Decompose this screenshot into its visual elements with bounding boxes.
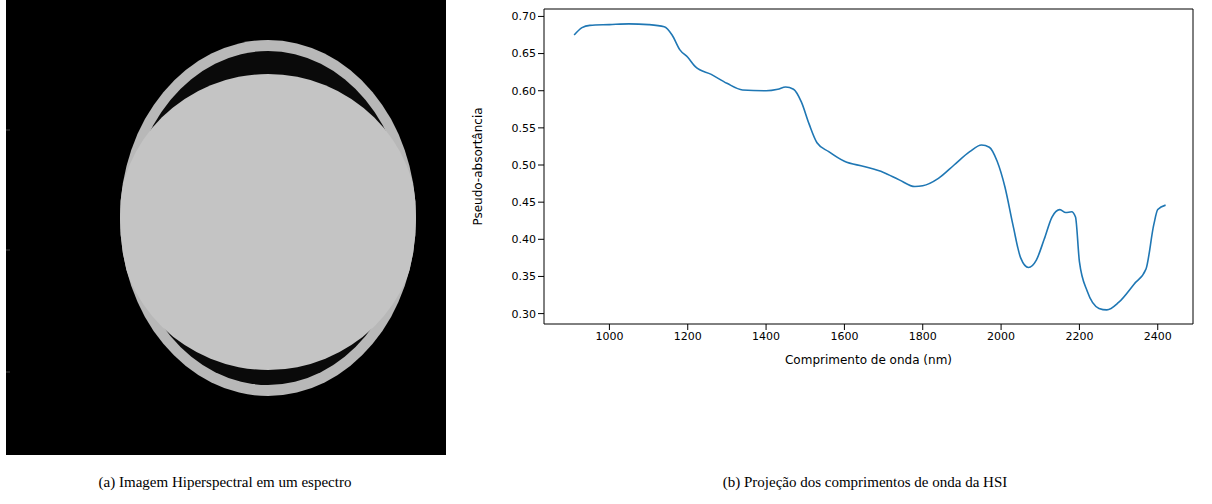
svg-text:0.70: 0.70	[512, 10, 537, 23]
svg-text:1800: 1800	[909, 330, 937, 343]
svg-text:0.50: 0.50	[512, 159, 537, 172]
svg-text:Comprimento de onda (nm): Comprimento de onda (nm)	[785, 353, 952, 367]
svg-text:2000: 2000	[987, 330, 1015, 343]
svg-text:2400: 2400	[1144, 330, 1172, 343]
svg-text:0.60: 0.60	[512, 85, 537, 98]
svg-text:Pseudo-absortância: Pseudo-absortância	[471, 107, 485, 225]
html-text:(b) Projeção dos comprimentos: (b) Projeção dos comprimentos de onda da…	[722, 474, 1008, 490]
svg-text:0.35: 0.35	[512, 270, 537, 283]
svg-text:0.55: 0.55	[512, 122, 537, 135]
svg-text:0.30: 0.30	[512, 308, 537, 321]
svg-text:2200: 2200	[1065, 330, 1093, 343]
html-text:(a) Imagem Hiperspectral em um: (a) Imagem Hiperspectral em um espectro	[98, 474, 352, 490]
svg-text:0.65: 0.65	[512, 47, 537, 60]
svg-text:1600: 1600	[830, 330, 858, 343]
svg-text:0.40: 0.40	[512, 233, 537, 246]
svg-text:1200: 1200	[674, 330, 702, 343]
svg-text:1400: 1400	[752, 330, 780, 343]
svg-text:0.45: 0.45	[512, 196, 537, 209]
svg-text:1000: 1000	[595, 330, 623, 343]
